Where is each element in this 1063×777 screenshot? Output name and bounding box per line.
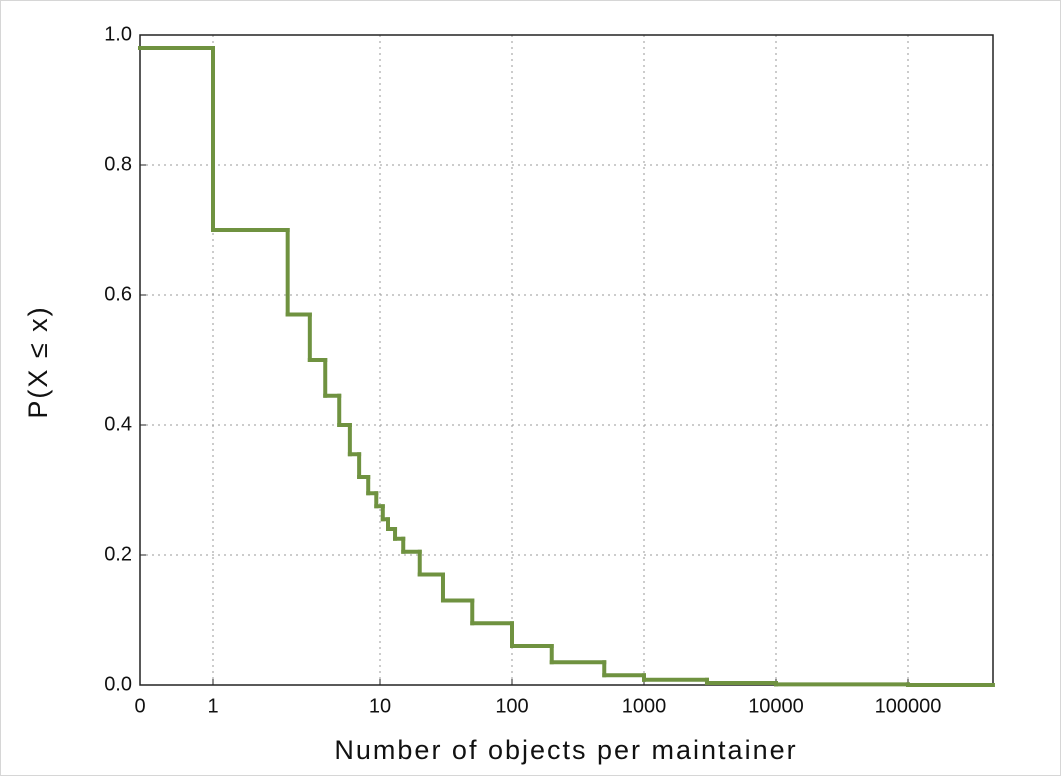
x-tick-label: 100 bbox=[495, 695, 528, 717]
y-tick-label: 0.8 bbox=[104, 153, 132, 175]
x-tick-label: 1000 bbox=[622, 695, 667, 717]
x-tick-label: 0 bbox=[134, 695, 145, 717]
x-tick-label: 10000 bbox=[748, 695, 804, 717]
x-tick-label: 1 bbox=[207, 695, 218, 717]
y-tick-label: 1.0 bbox=[104, 23, 132, 45]
plot-area bbox=[139, 34, 994, 686]
y-tick-label: 0.6 bbox=[104, 283, 132, 305]
x-tick-label: 100000 bbox=[875, 695, 942, 717]
y-tick-label: 0.4 bbox=[104, 413, 132, 435]
y-axis-label: P(X ≤ x) bbox=[23, 305, 53, 418]
y-tick-label: 0.2 bbox=[104, 543, 132, 565]
x-axis-label: Number of objects per maintainer bbox=[334, 735, 797, 765]
x-tick-label: 10 bbox=[369, 695, 391, 717]
y-tick-label: 0.0 bbox=[104, 673, 132, 695]
